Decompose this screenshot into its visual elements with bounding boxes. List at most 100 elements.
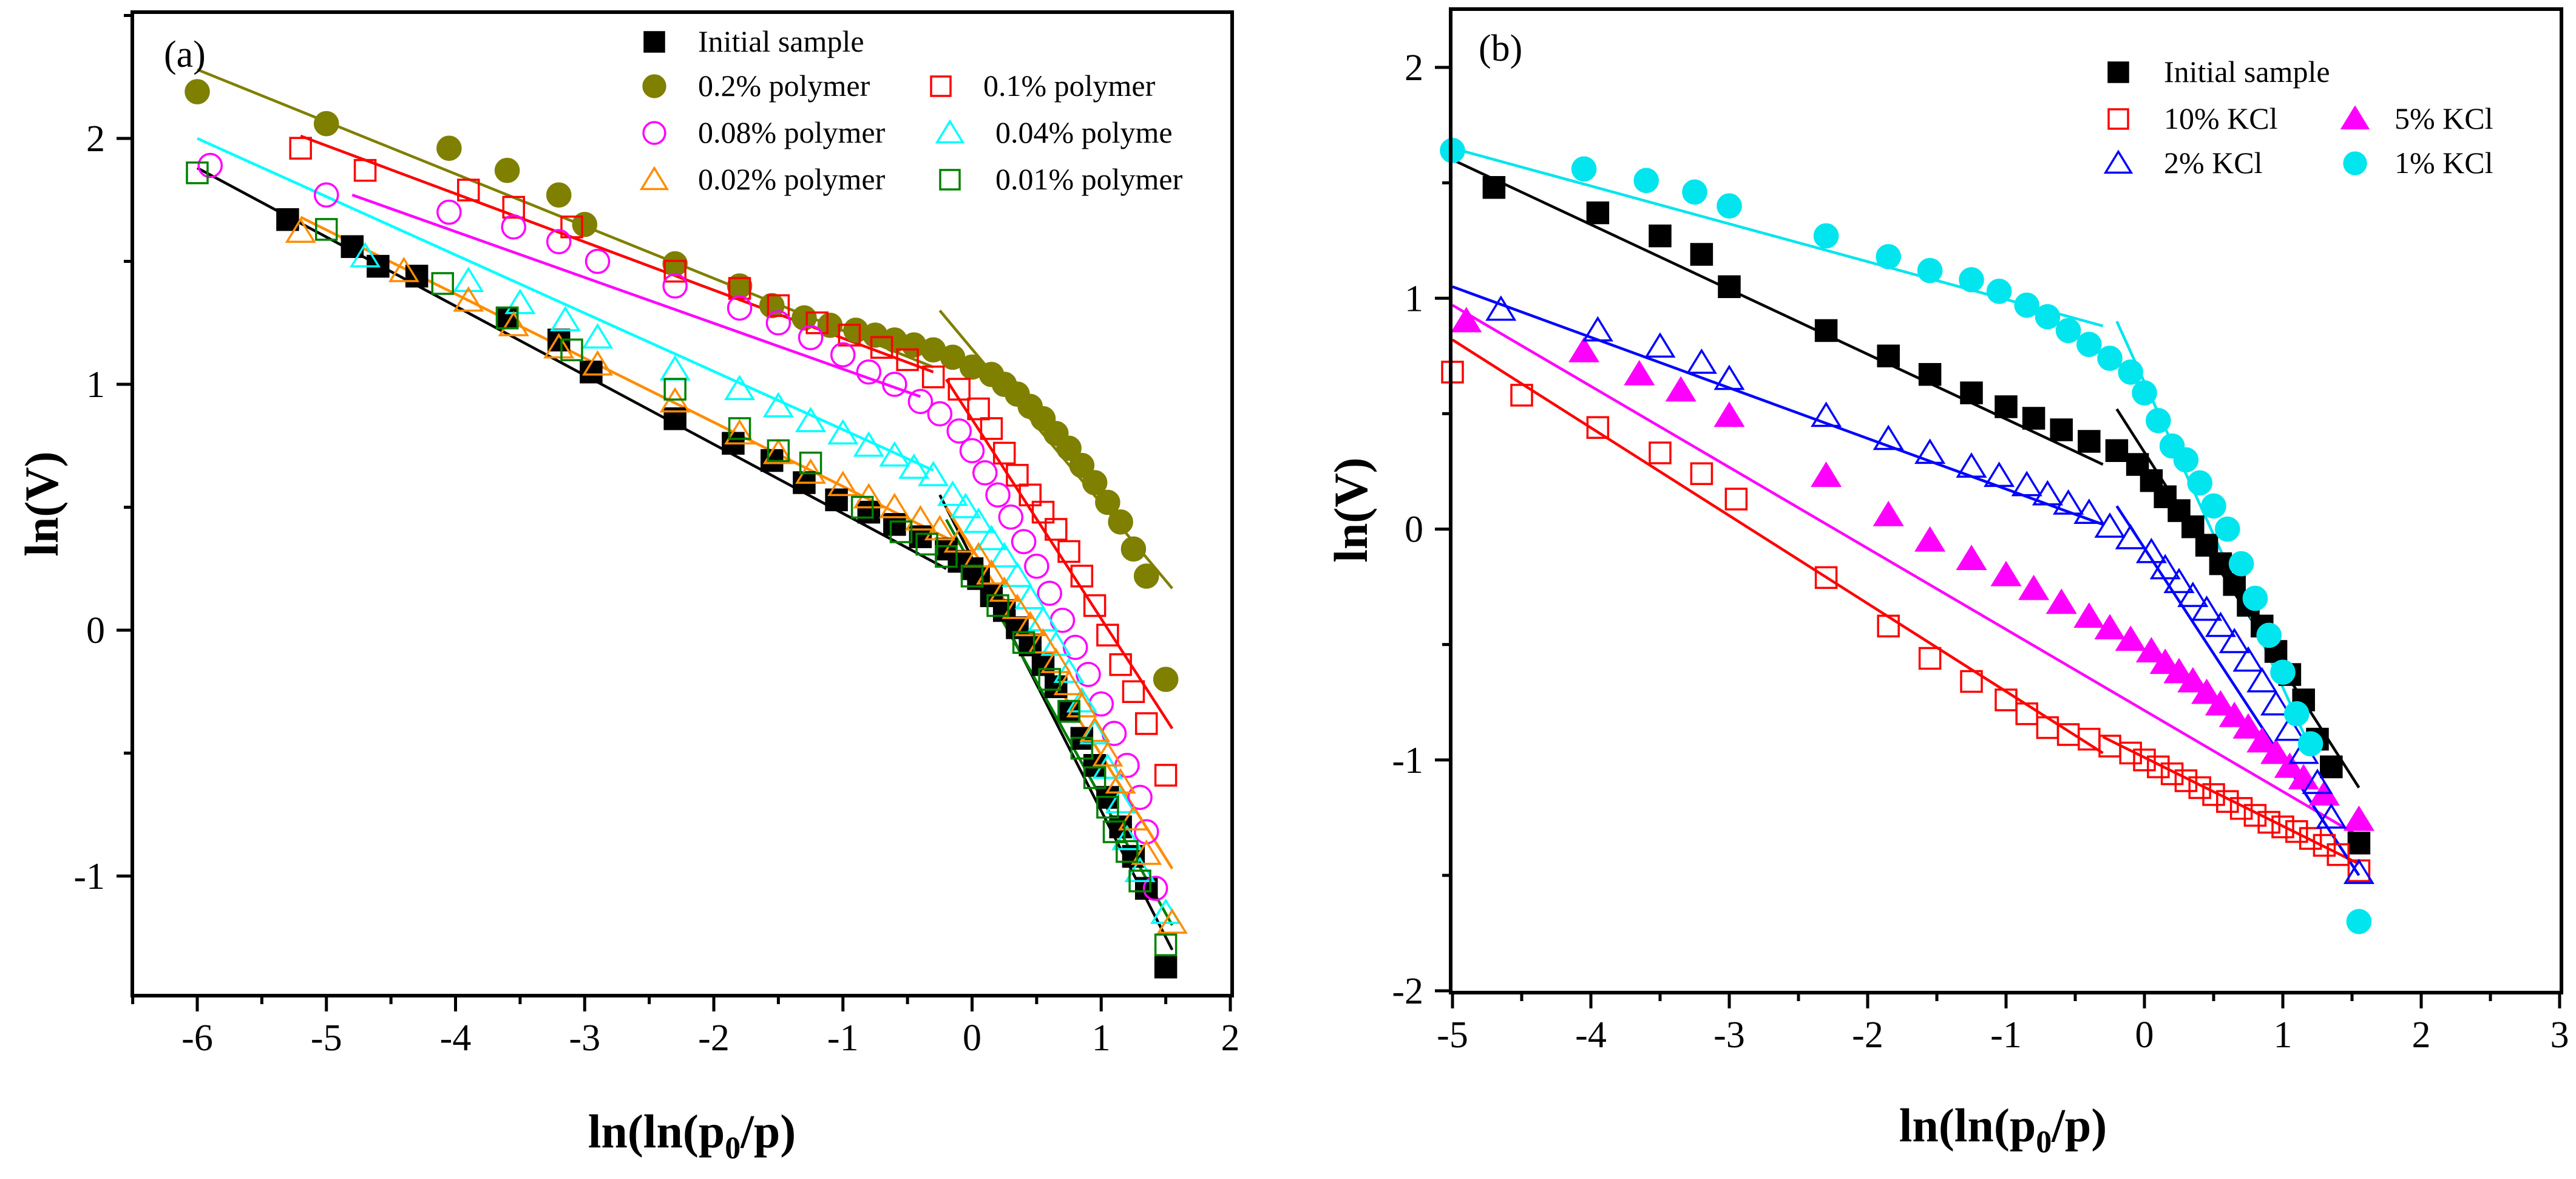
panel-a-point-0-04pct-polyme	[795, 406, 827, 432]
panel-b-point-initial-sample	[2347, 831, 2371, 855]
panel-a-x-tick-label: -4	[440, 1018, 472, 1059]
panel-a-point-0-2pct-polymer	[546, 182, 572, 208]
panel-b-point-5pct-kcl	[2232, 713, 2264, 739]
panel-a-point-0-02pct-polymer	[453, 286, 484, 312]
panel-b-point-5pct-kcl	[1568, 336, 1600, 362]
panel-b-point-2pct-kcl	[2232, 646, 2264, 672]
panel-b-point-5pct-kcl	[1914, 526, 1946, 552]
panel-b-point-1pct-kcl	[2173, 447, 2199, 473]
panel-a-x-axis-label-sub: 0	[725, 1131, 741, 1166]
panel-b-point-initial-sample	[1690, 243, 1713, 266]
panel-a-legend: Initial sample 0.2% polymer 0.1% polymer 0.…	[639, 24, 1183, 196]
panel-a-point-0-1pct-polymer	[1154, 764, 1178, 787]
panel-a-point-0-02pct-polymer	[989, 576, 1020, 602]
panel-b-point-2pct-kcl	[2073, 498, 2105, 524]
panel-a-point-0-08pct-polymer	[501, 214, 527, 240]
panel-a-point-0-02pct-polymer	[1066, 691, 1097, 718]
panel-b-point-initial-sample	[1877, 344, 1900, 368]
panel-a-point-0-02pct-polymer	[795, 458, 827, 484]
panel-a-fit-line-0-08pct-polymer	[351, 194, 921, 398]
panel-a-point-0-04pct-polyme	[1105, 787, 1136, 814]
panel-a-point-0-02pct-polymer	[1117, 805, 1149, 831]
panel-b-point-2pct-kcl	[2191, 595, 2223, 621]
panel-a-point-0-02pct-polymer	[724, 419, 756, 445]
panel-a-point-0-2pct-polymer	[436, 135, 462, 161]
panel-b-point-initial-sample	[2140, 469, 2163, 492]
panel-a-point-0-1pct-polymer	[1006, 464, 1029, 487]
panel-b-point-5pct-kcl	[2149, 648, 2181, 674]
panel-a-point-0-01pct-polymer	[1102, 820, 1126, 843]
panel-a-y-tick-label: 2	[86, 118, 105, 160]
panel-b-legend-label-1pct-kcl: 1% KCl	[2395, 146, 2493, 180]
panel-b-point-5pct-kcl	[1624, 359, 1655, 386]
panel-a-point-0-04pct-polyme	[963, 508, 994, 533]
panel-a-legend-marker-0-1pct-polymer	[930, 75, 952, 97]
panel-a-point-0-01pct-polymer	[767, 439, 790, 463]
panel-a-fit-line-0-04pct-polyme	[197, 137, 934, 472]
panel-a-legend-marker-0-01pct-polymer	[939, 169, 961, 191]
panel-b-label: (b)	[1479, 28, 1522, 69]
panel-b-fit-line-10pct-kcl	[1451, 338, 2104, 755]
panel-b-point-1pct-kcl	[2270, 659, 2296, 685]
panel-b-point-2pct-kcl	[2177, 582, 2209, 607]
panel-a-point-0-01pct-polymer	[728, 417, 751, 440]
panel-a-point-0-08pct-polymer	[1037, 580, 1062, 606]
panel-a-point-0-08pct-polymer	[727, 295, 753, 321]
panel-a-point-0-04pct-polyme	[1040, 630, 1072, 656]
panel-a-point-0-02pct-polymer	[975, 559, 1007, 585]
panel-b-point-5pct-kcl	[2246, 727, 2278, 753]
panel-b-x-axis-label-main: ln(ln(p	[1899, 1099, 2036, 1152]
panel-a-legend-label-0-1pct-polymer: 0.1% polymer	[983, 69, 1156, 103]
panel-b-point-1pct-kcl	[2346, 909, 2372, 934]
panel-a-point-0-1pct-polymer	[767, 294, 790, 318]
panel-b-point-1pct-kcl	[2297, 731, 2323, 756]
panel-a-point-initial-sample	[857, 500, 881, 524]
panel-a-point-0-02pct-polymer	[943, 527, 975, 553]
panel-b-point-initial-sample	[1482, 175, 1506, 199]
panel-b-point-5pct-kcl	[2274, 752, 2305, 778]
panel-a-x-tick-label: -2	[698, 1018, 730, 1059]
panel-b-point-2pct-kcl	[1984, 461, 2015, 488]
panel-a-x-axis-label: ln(ln(p0/p)	[588, 1105, 796, 1166]
panel-a-point-0-08pct-polymer	[882, 372, 907, 397]
panel-a-point-0-04pct-polyme	[950, 492, 981, 518]
panel-a-x-tick-label: -3	[569, 1018, 600, 1059]
panel-a-point-0-2pct-polymer	[1082, 470, 1108, 495]
panel-a-point-0-1pct-polymer	[1122, 680, 1145, 703]
panel-b-point-5pct-kcl	[2115, 625, 2146, 651]
panel-b-data	[1440, 138, 2374, 934]
panel-a-point-0-04pct-polyme	[918, 461, 949, 486]
panel-b-point-5pct-kcl	[2046, 588, 2077, 614]
panel-a-point-0-1pct-polymer	[1134, 712, 1158, 735]
panel-b-point-initial-sample	[2078, 430, 2101, 453]
panel-a-x-tick-label: 1	[1092, 1018, 1111, 1059]
panel-b-point-2pct-kcl	[2274, 715, 2305, 741]
panel-a-point-0-04pct-polyme	[549, 305, 581, 331]
panel-a-point-0-01pct-polymer	[560, 338, 583, 362]
panel-a-point-0-02pct-polymer	[543, 333, 575, 359]
panel-a-point-0-02pct-polymer	[1105, 768, 1136, 794]
panel-b-y-tick-label: -2	[1392, 971, 1423, 1012]
panel-a-x-tick-label: 2	[1221, 1018, 1240, 1059]
panel-a-point-0-08pct-polymer	[907, 389, 934, 415]
panel-a-point-0-04pct-polyme	[853, 431, 884, 457]
panel-b-point-2pct-kcl	[2135, 537, 2167, 563]
panel-a-point-0-01pct-polymer	[186, 161, 209, 185]
panel-a-point-0-1pct-polymer	[457, 178, 480, 202]
panel-a-point-0-1pct-polymer	[967, 397, 990, 421]
panel-a-legend-label-0-04pct-polyme: 0.04% polyme	[995, 115, 1173, 149]
panel-a-point-0-08pct-polymer	[972, 460, 998, 486]
panel-a-point-0-02pct-polymer	[1053, 670, 1085, 696]
panel-a-point-0-08pct-polymer	[585, 248, 611, 274]
panel-b-point-1pct-kcl	[2055, 318, 2081, 344]
panel-a-point-initial-sample	[825, 488, 848, 512]
panel-a-point-0-02pct-polymer	[1040, 647, 1072, 673]
panel-a-point-initial-sample	[276, 208, 299, 231]
panel-b-point-10pct-kcl	[2243, 804, 2267, 827]
panel-a-x-tick-label: 0	[963, 1018, 981, 1059]
panel-b-point-1pct-kcl	[2118, 359, 2143, 385]
panel-b-fit-line-5pct-kcl	[1451, 304, 2360, 838]
panel-a-point-0-1pct-polymer	[992, 441, 1016, 465]
panel-b-x-tick-label: 1	[2274, 1014, 2293, 1056]
